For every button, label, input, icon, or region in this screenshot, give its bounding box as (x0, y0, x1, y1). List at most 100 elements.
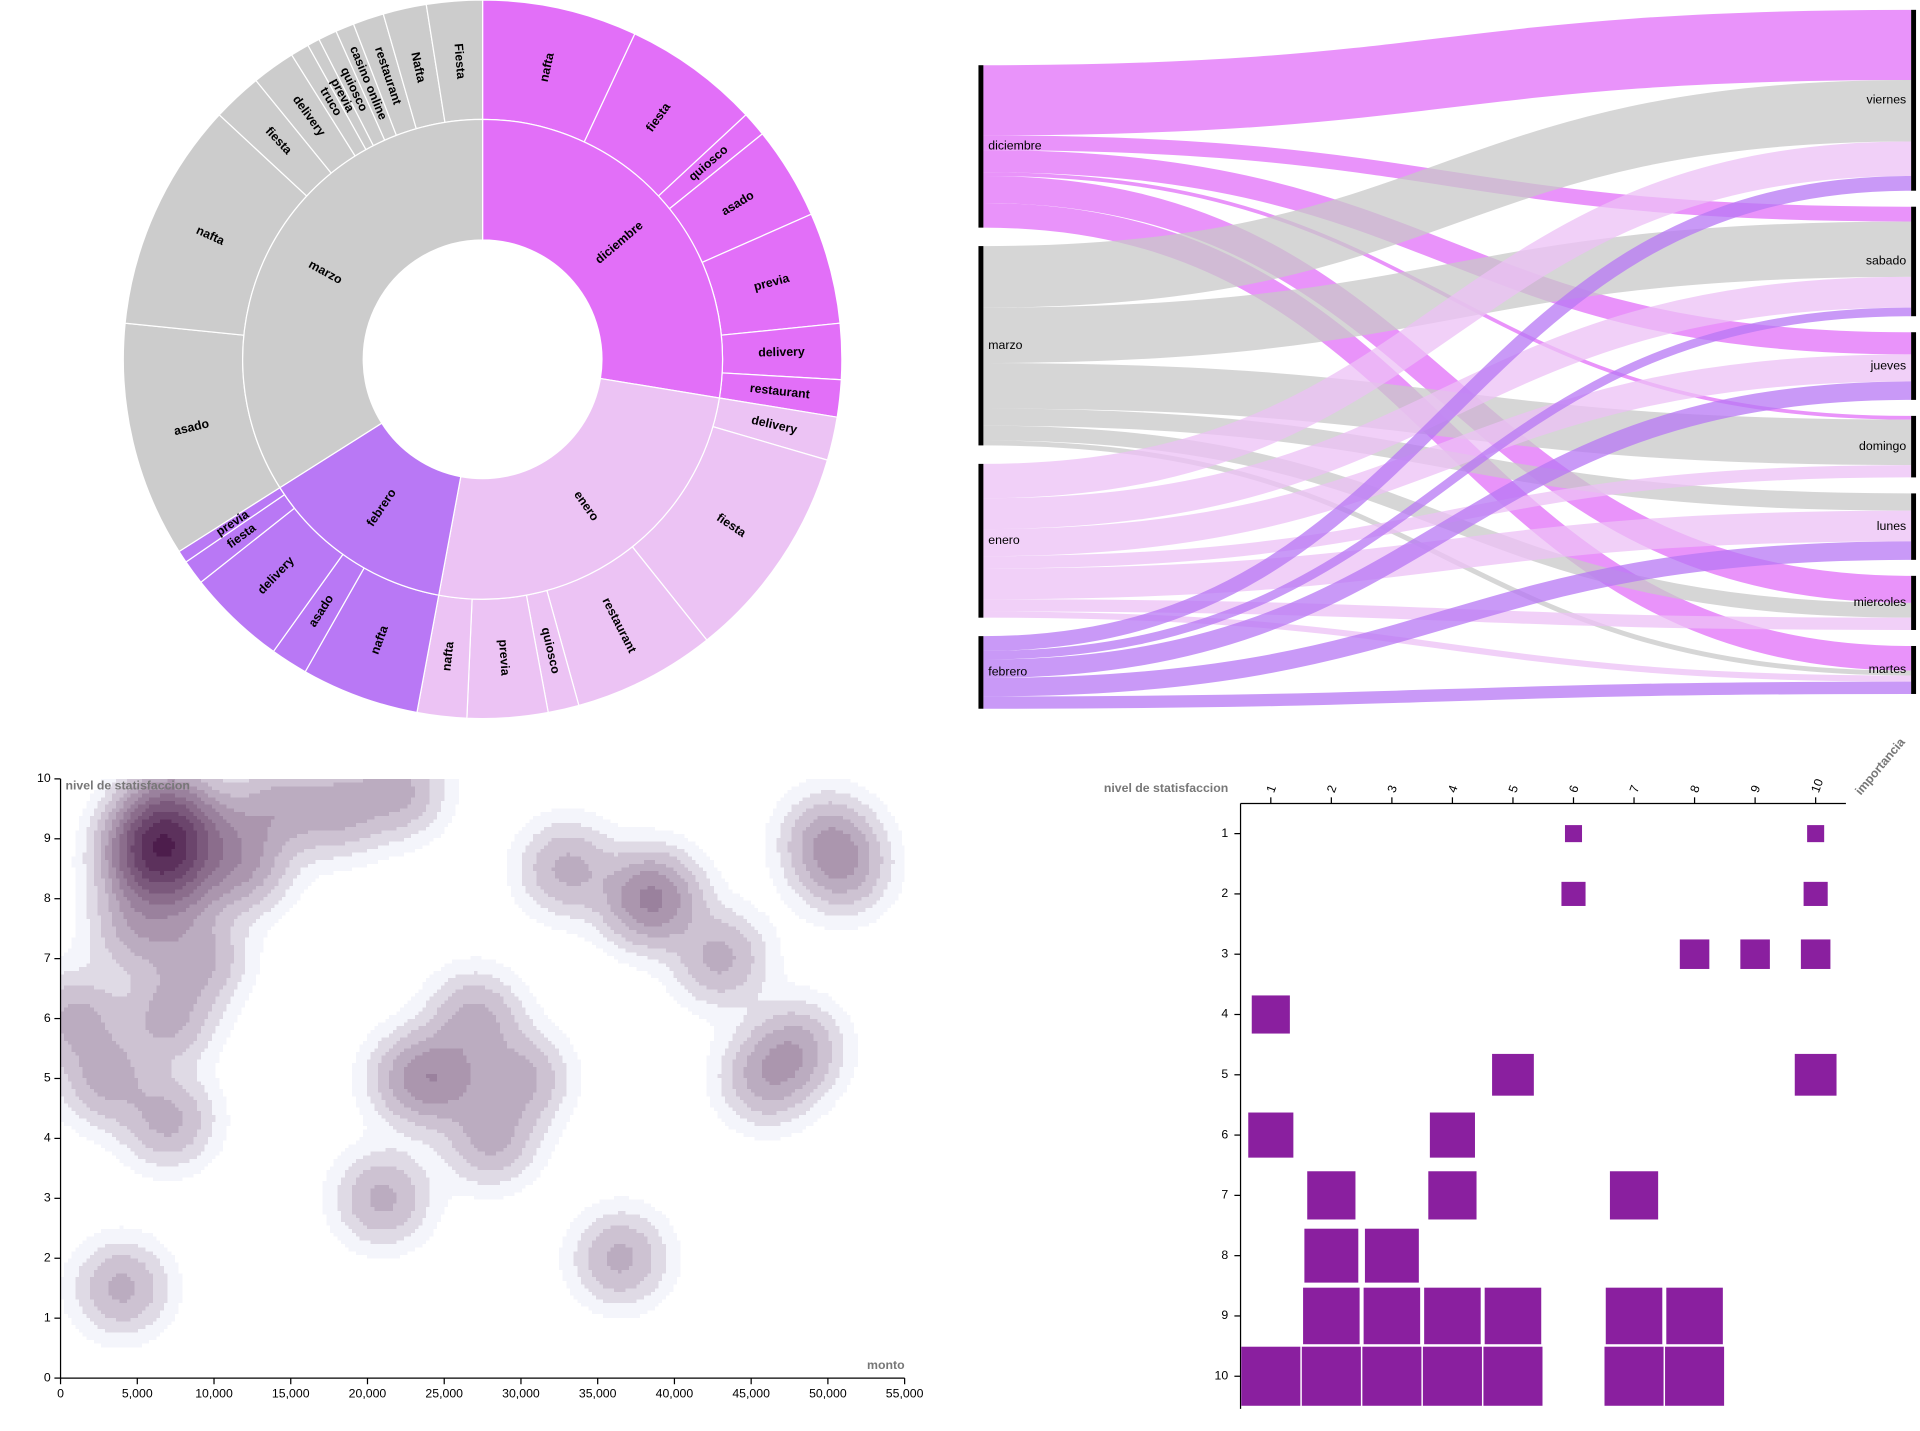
sankey-node (1911, 493, 1917, 560)
x-tick-label: 10 (1808, 777, 1826, 795)
x-tick-label: 4 (1445, 783, 1461, 794)
y-tick-label: 7 (1221, 1188, 1228, 1202)
leaf-label: Nafta (408, 51, 428, 84)
y-tick-label: 1 (1221, 826, 1228, 840)
x-axis-label: importancia (1852, 735, 1908, 798)
y-tick-label: 3 (1221, 946, 1228, 960)
heat-cell (1604, 1346, 1664, 1406)
heat-cell (1561, 881, 1586, 906)
x-tick-label: 50,000 (809, 1386, 847, 1400)
sankey-link (983, 175, 1912, 651)
y-tick-label: 5 (44, 1071, 51, 1085)
heat-cell (1241, 1346, 1301, 1406)
leaf-label: delivery (758, 344, 805, 359)
heat-cell (1492, 1053, 1534, 1096)
y-axis-label: nivel de statisfaccion (65, 779, 189, 793)
x-tick-label: 10,000 (195, 1386, 233, 1400)
sankey-link (983, 79, 1912, 308)
heat-cell (1564, 825, 1583, 843)
y-tick-label: 9 (44, 831, 51, 845)
x-tick-label: 20,000 (349, 1386, 387, 1400)
heat-cell (1251, 995, 1290, 1034)
node-label: diciembre (988, 139, 1041, 153)
y-tick-label: 5 (1221, 1067, 1228, 1081)
y-tick-label: 6 (1221, 1127, 1228, 1141)
heat-cell (1307, 1171, 1356, 1220)
y-axis-label: nivel de statisfaccion (1104, 781, 1228, 795)
heat-cell (1666, 1287, 1723, 1345)
node-label: enero (988, 533, 1020, 547)
x-tick-label: 55,000 (886, 1386, 924, 1400)
sankey-node (1911, 645, 1917, 694)
sankey-node (1911, 206, 1917, 317)
x-tick-label: 8 (1687, 783, 1703, 794)
sankey-node (1911, 415, 1917, 478)
y-tick-label: 9 (1221, 1308, 1228, 1322)
leaf-label: restaurant (749, 381, 810, 401)
leaf-label: Fiesta (451, 43, 468, 80)
heat-cell (1807, 825, 1825, 843)
heat-cell (1605, 1287, 1663, 1345)
heat-cell (1803, 881, 1828, 906)
y-tick-label: 6 (44, 1011, 51, 1025)
x-tick-label: 6 (1566, 783, 1582, 794)
heat-cell (1424, 1287, 1481, 1345)
x-tick-label: 35,000 (579, 1386, 617, 1400)
sankey-link (983, 541, 1912, 697)
heat-cell (1422, 1346, 1482, 1406)
x-tick-label: 45,000 (732, 1386, 770, 1400)
heat-cell (1304, 1228, 1359, 1283)
heat-cell (1609, 1171, 1659, 1220)
heat-cell (1364, 1228, 1419, 1283)
y-tick-label: 8 (44, 891, 51, 905)
heat-cell (1429, 1112, 1475, 1158)
sankey-node (978, 636, 984, 709)
heat-cell (1248, 1112, 1294, 1158)
y-tick-label: 4 (1221, 1007, 1228, 1021)
heat-cell (1794, 1053, 1837, 1096)
sankey-node (1911, 332, 1917, 400)
heat-cell (1679, 939, 1710, 969)
sankey-link (983, 510, 1912, 600)
node-label: febrero (988, 665, 1027, 679)
y-tick-label: 10 (37, 771, 51, 785)
y-tick-label: 2 (1221, 886, 1228, 900)
heat-cell (1800, 939, 1831, 969)
x-tick-label: 9 (1748, 783, 1764, 794)
y-tick-label: 3 (44, 1191, 51, 1205)
sankey-node (978, 246, 984, 446)
x-tick-label: 30,000 (502, 1386, 540, 1400)
sankey-link (983, 354, 1912, 557)
y-tick-label: 8 (1221, 1248, 1228, 1262)
sankey-node (978, 65, 984, 228)
heat-cell (1483, 1346, 1543, 1406)
x-tick-label: 5 (1506, 783, 1522, 794)
sunburst-month (279, 422, 462, 596)
leaf-label: previa (496, 639, 513, 676)
node-label: lunes (1877, 519, 1906, 533)
y-tick-label: 2 (44, 1250, 51, 1264)
sankey-node (1911, 575, 1917, 630)
heat-cell (1740, 939, 1770, 969)
x-axis-label: monto (867, 1358, 905, 1372)
y-tick-label: 0 (44, 1370, 51, 1384)
sankey-node (978, 463, 984, 618)
x-tick-label: 7 (1627, 783, 1643, 794)
heat-cell (1484, 1287, 1542, 1345)
sankey-link (983, 307, 1912, 660)
y-tick-label: 7 (44, 951, 51, 965)
sankey-link (983, 465, 1912, 569)
x-tick-label: 2 (1324, 783, 1340, 794)
y-tick-label: 10 (1215, 1368, 1229, 1382)
sankey-link (983, 681, 1912, 709)
heat-cell (1303, 1287, 1360, 1345)
node-label: miercoles (1854, 595, 1907, 609)
sankey-link (983, 381, 1912, 678)
sankey-link (983, 9, 1912, 136)
density-contour (152, 834, 175, 857)
node-label: martes (1869, 662, 1907, 676)
sankey-link (983, 221, 1912, 363)
node-label: domingo (1859, 439, 1906, 453)
